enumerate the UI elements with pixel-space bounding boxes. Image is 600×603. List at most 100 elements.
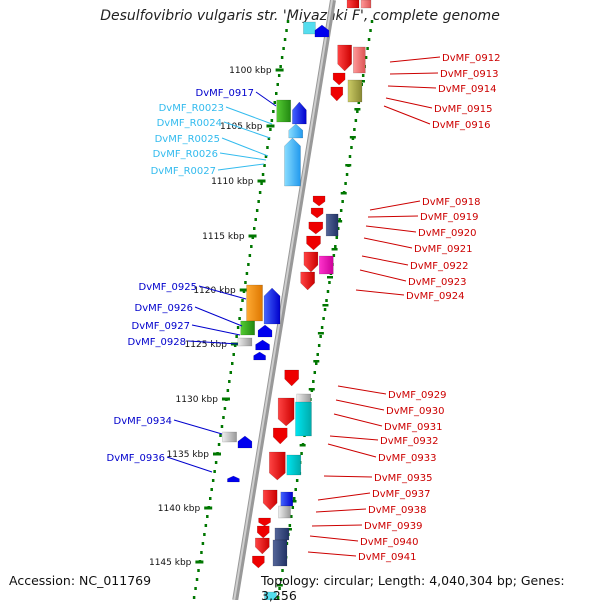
rail-dot-left: [228, 380, 231, 383]
gene-reverse-arrow: [257, 525, 270, 539]
rail-dot-left: [272, 110, 275, 113]
rail-dot-left: [194, 587, 197, 590]
leader-line: [359, 269, 407, 282]
ruler-label: 1140 kbp: [158, 504, 201, 514]
gene-label-right: DvMF_0938: [368, 505, 426, 516]
ruler-label: 1135 kbp: [167, 450, 210, 460]
rail-dot-right: [322, 317, 325, 320]
leader-line: [219, 152, 267, 161]
minor-tick: [308, 388, 315, 391]
minor-tick: [340, 192, 347, 195]
rail-dot-left: [261, 173, 265, 176]
rail-dot-right: [320, 326, 324, 329]
rail-dot-right: [339, 209, 343, 212]
rail-dot-left: [244, 281, 247, 284]
gene-label-right: DvMF_0923: [408, 277, 466, 288]
gene-label-left: DvMF_0926: [135, 303, 193, 314]
gene-label-right: DvMF_0914: [438, 84, 496, 95]
gene-reverse: [353, 46, 366, 74]
leader-line: [369, 200, 421, 211]
leader-line: [365, 225, 417, 233]
rail-dot-left: [241, 299, 244, 302]
rail-dot-left: [197, 569, 200, 572]
rail-dot-right: [361, 74, 365, 77]
rail-dot-left: [276, 83, 279, 86]
gene-reverse-arrow: [332, 72, 346, 86]
rail-dot-left: [260, 182, 263, 185]
gene-reverse-arrow: [277, 397, 295, 427]
leader-line: [383, 105, 431, 125]
leader-line: [389, 72, 439, 75]
rail-dot-left: [250, 245, 253, 248]
rail-dot-left: [214, 461, 218, 464]
rail-dot-left: [206, 515, 209, 518]
gene-label-left: DvMF_R0027: [151, 166, 216, 177]
rail-dot-left: [270, 119, 274, 122]
gene-reverse-arrow: [310, 207, 324, 219]
gene-label-left: DvMF_0917: [196, 88, 254, 99]
leader-line: [387, 85, 437, 89]
ruler-tick: [204, 506, 213, 510]
gene-label-left: DvMF_0928: [128, 337, 186, 348]
rail-dot-right: [288, 524, 292, 527]
gene-reverse: [295, 401, 312, 437]
leader-line: [255, 91, 277, 107]
leader-line: [385, 97, 433, 109]
gene-reverse-arrow: [284, 369, 299, 387]
rail-dot-right: [369, 29, 372, 32]
gene-reverse-arrow: [252, 555, 265, 569]
rail-dot-left: [203, 533, 206, 536]
rail-dot-right: [317, 344, 321, 347]
leader-line: [317, 492, 371, 501]
gene-forward-arrow: [292, 101, 307, 125]
rail-dot-right: [344, 182, 347, 185]
rail-dot-right: [281, 569, 284, 572]
rail-dot-left: [230, 362, 234, 365]
rail-dot-left: [258, 191, 262, 194]
rail-dot-right: [341, 200, 344, 203]
leader-line: [311, 524, 363, 527]
gene-reverse-arrow: [308, 221, 324, 235]
rail-dot-left: [286, 20, 290, 23]
rail-dot-left: [279, 65, 282, 68]
gene-label-right: DvMF_0932: [380, 436, 438, 447]
leader-line: [221, 137, 269, 157]
rail-dot-left: [275, 92, 278, 95]
rail-dot-left: [219, 434, 222, 437]
ruler-label: 1110 kbp: [211, 177, 254, 187]
gene-label-right: DvMF_0931: [384, 422, 442, 433]
rail-dot-left: [257, 200, 260, 203]
minor-tick: [290, 500, 297, 503]
gene-label-right: DvMF_0935: [374, 473, 432, 484]
gene-reverse-arrow: [312, 195, 326, 207]
gene-label-right: DvMF_0915: [434, 104, 492, 115]
rail-dot-left: [239, 308, 243, 311]
rail-dot-left: [267, 137, 271, 140]
label-leader-lines: [166, 56, 441, 557]
rail-dot-right: [276, 596, 280, 599]
rail-dot-left: [217, 443, 221, 446]
rail-dot-right: [291, 506, 295, 509]
rail-dot-right: [319, 335, 322, 338]
rail-dot-left: [200, 551, 203, 554]
ruler-label: 1115 kbp: [202, 232, 245, 242]
gene-forward-arrow: [314, 24, 330, 38]
rail-dot-left: [236, 326, 240, 329]
rail-dot-left: [282, 47, 285, 50]
leader-line: [363, 237, 413, 249]
rail-dot-right: [290, 515, 293, 518]
leader-line: [327, 443, 377, 458]
backbone-highlight: [233, 0, 333, 600]
rail-dot-left: [204, 524, 208, 527]
rail-dot-left: [247, 263, 250, 266]
rail-dot-left: [238, 317, 241, 320]
rail-dot-right: [325, 299, 328, 302]
minor-tick: [345, 164, 352, 167]
rail-dot-right: [294, 488, 297, 491]
gene-label-right: DvMF_0920: [418, 228, 476, 239]
rail-dot-right: [345, 173, 349, 176]
rna-gene-arrow: [284, 137, 301, 187]
gene-reverse: [274, 527, 290, 541]
rail-dot-left: [264, 155, 268, 158]
gene-label-left: DvMF_0934: [114, 416, 172, 427]
